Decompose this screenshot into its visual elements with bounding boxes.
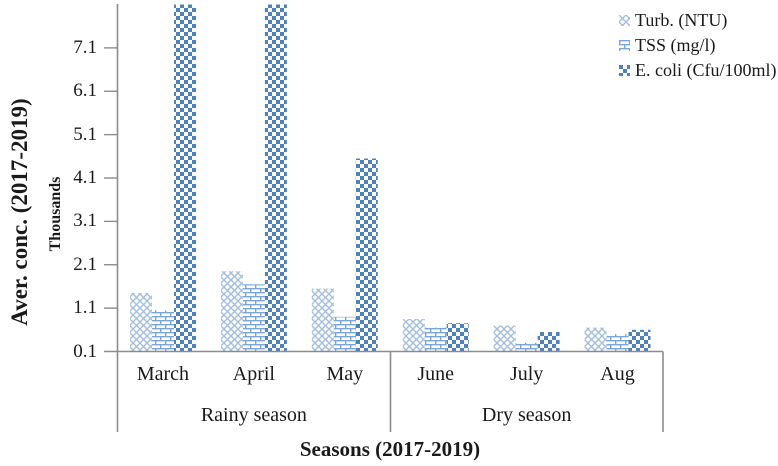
bar-march-series-2 bbox=[174, 4, 196, 352]
bar-april-series-1 bbox=[242, 284, 265, 352]
bar-march-series-0 bbox=[130, 292, 152, 352]
category-label-june: June bbox=[417, 363, 455, 385]
bar-april-series-2 bbox=[264, 4, 287, 352]
tss-swatch-icon bbox=[619, 40, 630, 51]
ecoli-swatch-icon bbox=[619, 65, 630, 76]
legend-label: E. coli (Cfu/100ml) bbox=[635, 60, 777, 80]
y-axis-title: Aver. conc. (2017-2019) bbox=[7, 98, 32, 326]
bar-june-series-1 bbox=[424, 327, 447, 352]
y-tick-label: 0.1 bbox=[73, 340, 97, 362]
y-tick-label: 6.1 bbox=[73, 80, 97, 102]
y-tick-label: 1.1 bbox=[73, 297, 97, 319]
x-axis-title: Seasons (2017-2019) bbox=[299, 437, 481, 461]
bar-july-series-0 bbox=[493, 325, 516, 352]
bar-june-series-2 bbox=[446, 323, 469, 352]
category-label-april: April bbox=[232, 363, 275, 385]
bar-june-series-0 bbox=[402, 319, 425, 352]
category-label-aug: Aug bbox=[600, 363, 635, 385]
y-tick-label: 4.1 bbox=[73, 167, 97, 188]
legend: Turb. (NTU) TSS (mg/l) E. coli (Cfu/100m… bbox=[619, 11, 776, 86]
legend-item-turbidity: Turb. (NTU) bbox=[619, 11, 776, 30]
category-label-may: May bbox=[326, 363, 364, 385]
legend-label: Turb. (NTU) bbox=[635, 10, 728, 30]
y-tick-label: 2.1 bbox=[73, 253, 97, 275]
bar-may-series-2 bbox=[355, 158, 378, 352]
group-label-rainy-season: Rainy season bbox=[200, 404, 307, 426]
bar-march-series-1 bbox=[152, 310, 174, 352]
bar-july-series-1 bbox=[515, 342, 538, 352]
bar-may-series-1 bbox=[333, 316, 356, 352]
bar-aug-series-2 bbox=[628, 329, 651, 352]
bar-aug-series-1 bbox=[606, 334, 629, 352]
legend-item-ecoli: E. coli (Cfu/100ml) bbox=[619, 61, 776, 80]
y-tick-label: 3.1 bbox=[73, 210, 97, 232]
bar-april-series-0 bbox=[220, 271, 243, 352]
y-tick-label: 7.1 bbox=[73, 36, 97, 58]
axis-layer bbox=[104, 4, 664, 432]
bars-layer bbox=[130, 4, 651, 352]
bar-may-series-0 bbox=[311, 288, 334, 352]
y-tick-label: 5.1 bbox=[73, 123, 97, 145]
turbidity-swatch-icon bbox=[619, 15, 630, 26]
category-label-july: July bbox=[509, 363, 544, 385]
legend-item-tss: TSS (mg/l) bbox=[619, 36, 776, 55]
group-label-dry-season: Dry season bbox=[481, 404, 572, 426]
legend-label: TSS (mg/l) bbox=[635, 35, 716, 55]
bar-aug-series-0 bbox=[584, 327, 607, 352]
bar-july-series-2 bbox=[537, 332, 560, 352]
category-label-march: March bbox=[136, 363, 190, 385]
